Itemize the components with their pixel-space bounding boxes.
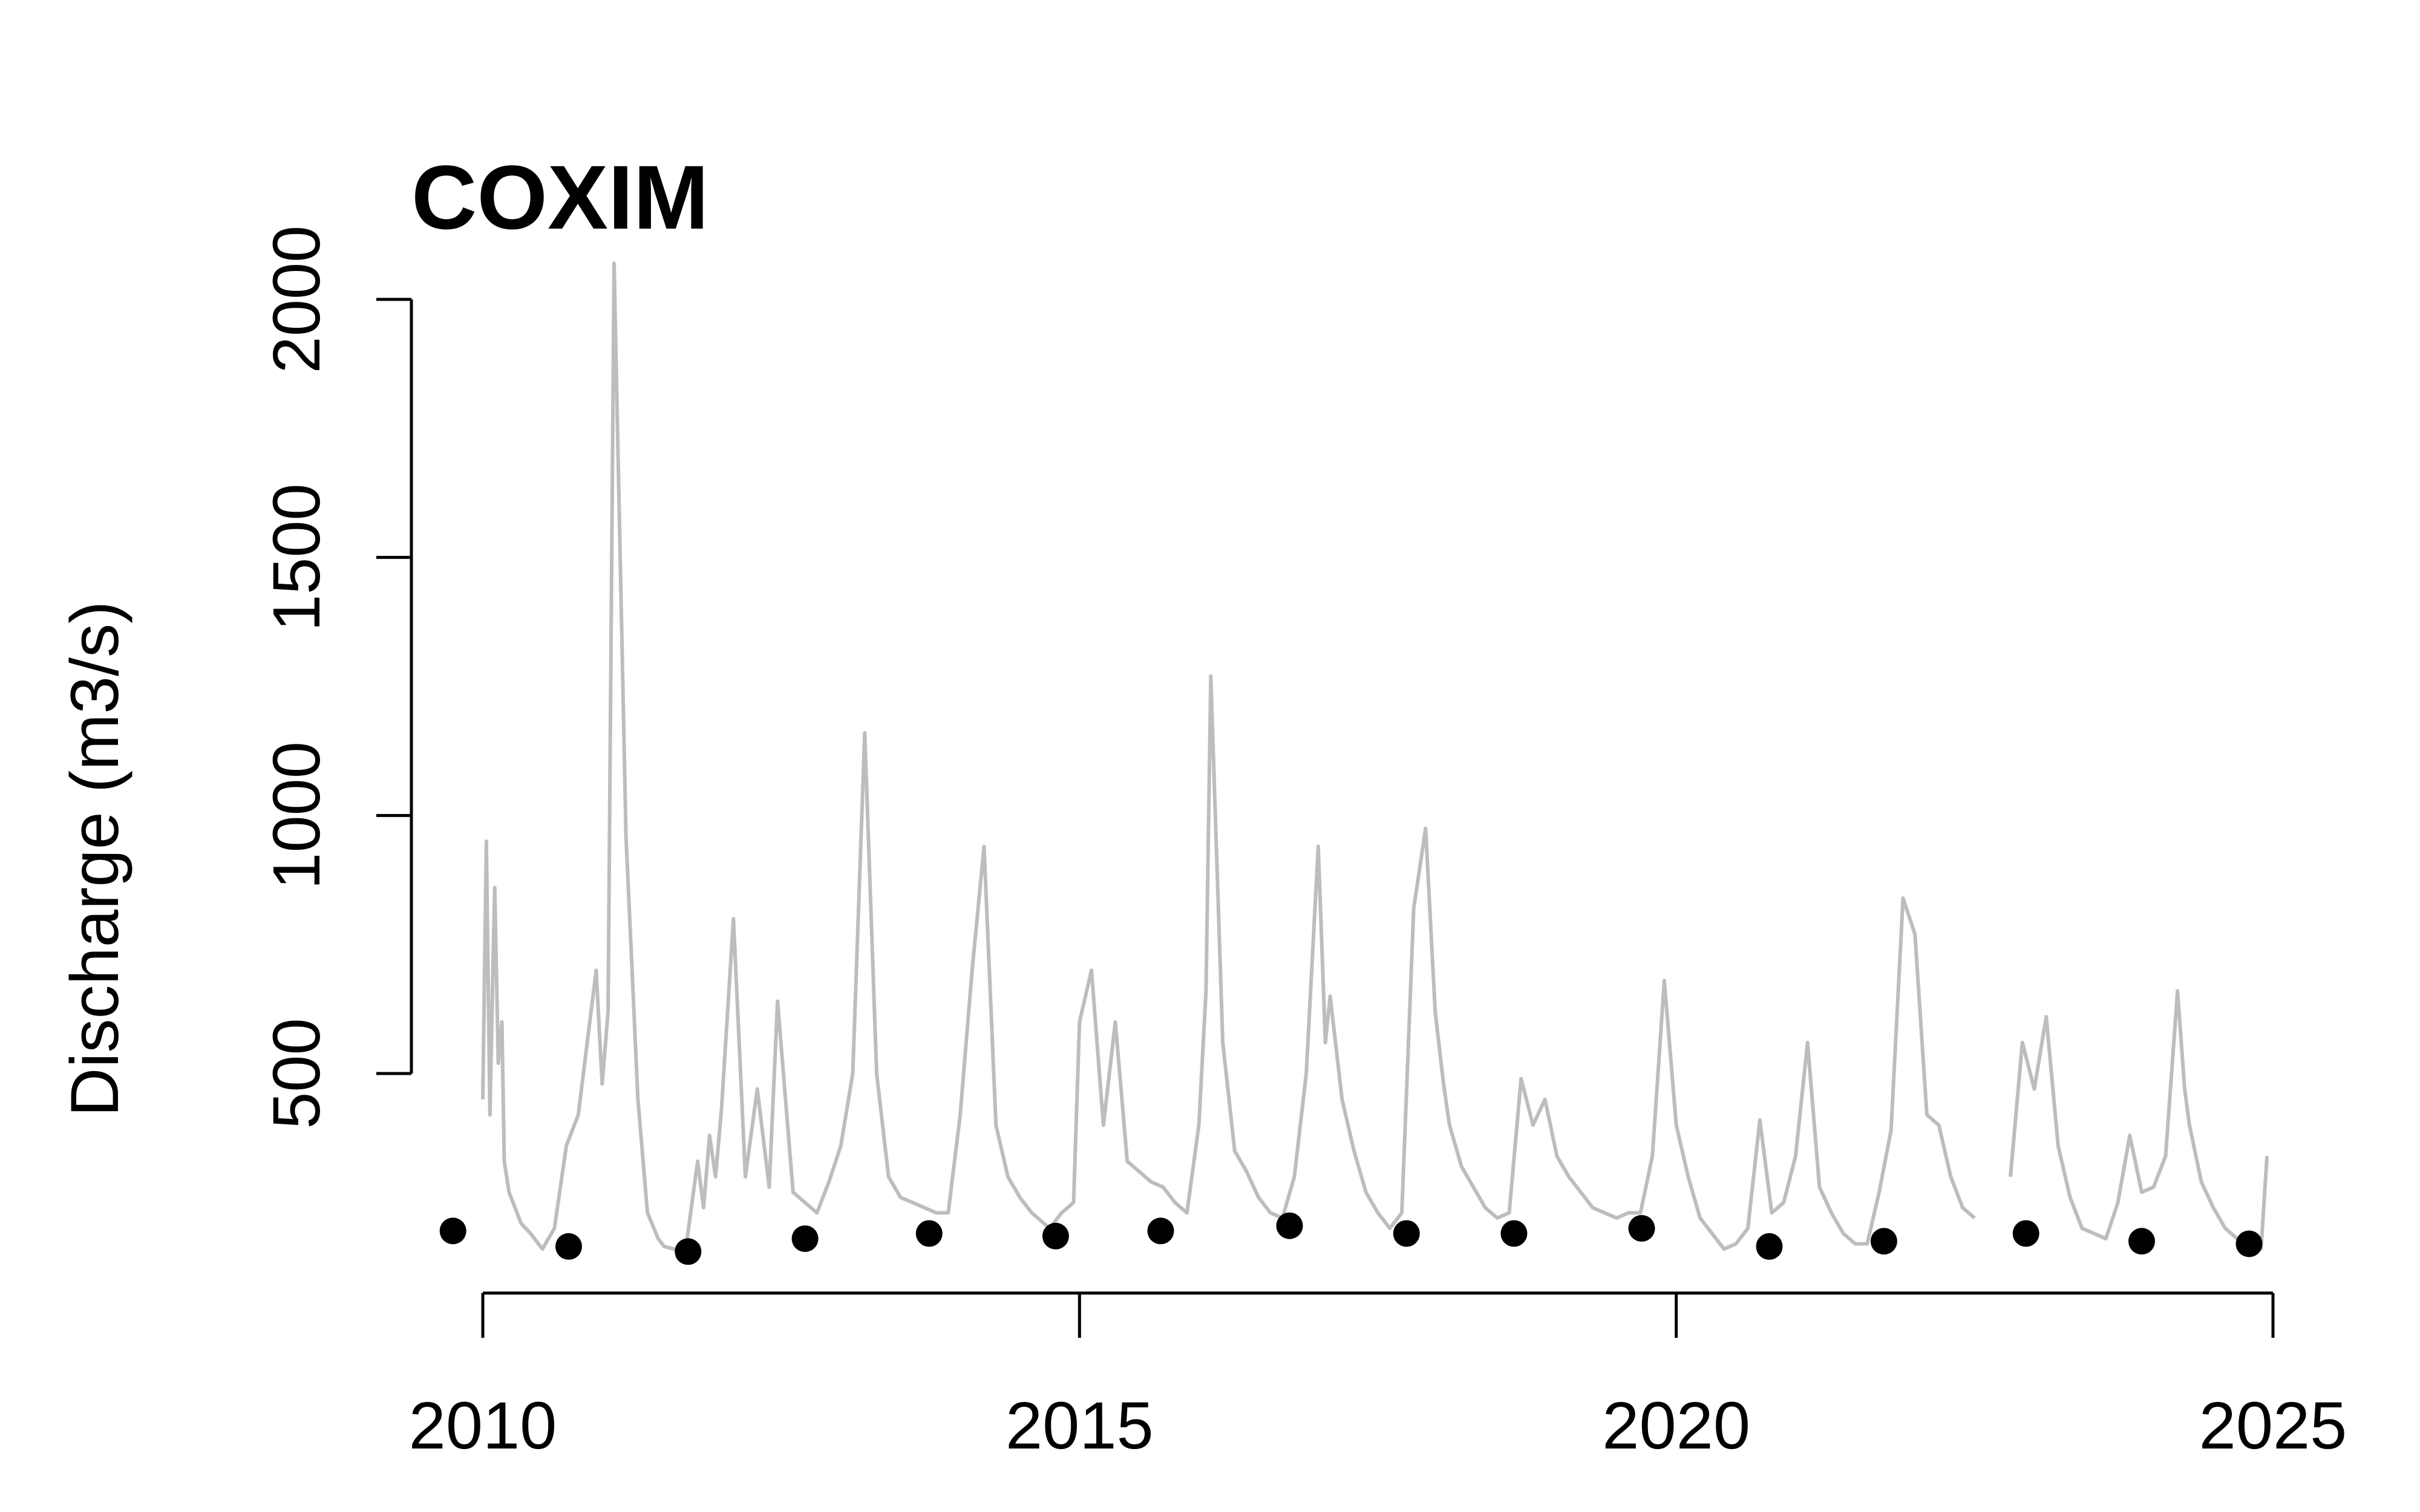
minimum-point <box>439 1217 466 1245</box>
discharge-line <box>481 261 2269 1251</box>
x-axis-ticks: 2010 2015 2020 2025 <box>409 1293 2347 1463</box>
minimum-point <box>2012 1220 2039 1247</box>
minimum-point <box>2235 1230 2263 1257</box>
y-tick-label: 2000 <box>260 226 334 374</box>
x-tick-label: 2015 <box>1006 1389 1154 1463</box>
minimum-point <box>1393 1220 1420 1247</box>
x-tick-label: 2020 <box>1602 1389 1750 1463</box>
minimum-point <box>1276 1212 1303 1239</box>
y-tick-label: 1500 <box>260 483 334 631</box>
minimum-point <box>1042 1222 1069 1250</box>
minimum-point <box>555 1233 582 1260</box>
x-tick-label: 2025 <box>2199 1389 2347 1463</box>
y-axis-ticks: 500 1000 1500 2000 <box>260 226 411 1129</box>
minimum-point <box>1147 1217 1174 1245</box>
chart-title: COXIM <box>411 146 709 248</box>
minimum-point <box>915 1220 943 1247</box>
minimum-point <box>1756 1233 1783 1260</box>
y-tick-label: 500 <box>260 1018 334 1129</box>
minimum-point <box>1628 1215 1655 1242</box>
y-axis-label: Discharge (m3/s) <box>57 601 132 1117</box>
minimum-point <box>1870 1228 1897 1255</box>
x-tick-label: 2010 <box>409 1389 557 1463</box>
minimum-point <box>675 1238 702 1265</box>
minimum-point <box>791 1225 819 1253</box>
series-layer <box>439 261 2269 1265</box>
minimum-point <box>2128 1228 2155 1255</box>
y-tick-label: 1000 <box>260 741 334 890</box>
minimum-point <box>1500 1220 1528 1247</box>
